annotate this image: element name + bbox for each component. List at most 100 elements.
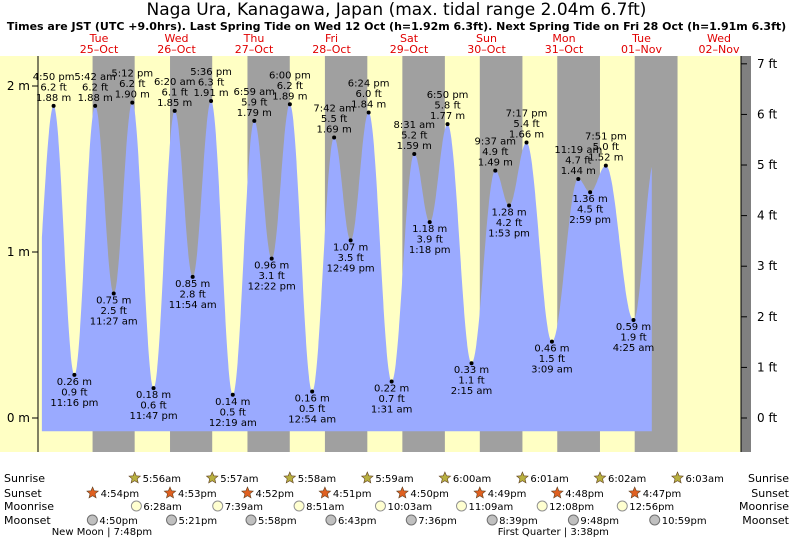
moonset-icon [405,514,417,526]
day-date: 27–Oct [235,43,274,56]
tide-label: 1.44 m [561,166,596,177]
tide-label: 0.85 m [175,279,210,290]
sunrise-icon [283,471,297,484]
sunrise-time: 5:57am [220,474,258,485]
sunset-icon [550,486,564,499]
tide-label: 0.59 m [616,322,651,333]
moonrise-time: 11:09am [469,502,514,513]
tide-label: 1.90 m [115,90,150,101]
tide-label: 6.1 ft [162,87,188,98]
tide-point [493,168,498,173]
moonrise-icon [212,500,224,512]
tide-label: 4:25 am [613,343,655,354]
tide-label: 6:50 pm [427,90,469,101]
page-title: Naga Ura, Kanagawa, Japan (max. tidal ra… [146,0,647,20]
sunset-time: 4:48pm [565,489,604,500]
moonset-time: 6:43pm [338,516,377,527]
tide-label: 4.2 ft [496,218,522,229]
sunrise-icon [593,471,607,484]
sunrise-icon [515,471,529,484]
moon-phase-label: New Moon | 7:48pm [52,527,152,538]
tide-point [209,98,214,103]
moonset-time: 10:59pm [662,516,707,527]
tide-label: 0.26 m [57,377,92,388]
tide-label: 5:42 am [74,72,116,83]
sunset-row-label-right: Sunset [751,487,789,500]
tide-point [332,135,337,140]
sunset-icon [241,486,254,499]
tide-label: 12:19 am [209,418,257,429]
tide-label: 5.5 ft [321,114,347,125]
tide-point [269,256,274,261]
tide-label: 6.3 ft [198,77,224,88]
sunset-time: 4:54pm [101,489,140,500]
tide-label: 1.69 m [317,124,352,135]
tide-label: 4.5 ft [577,205,603,216]
tide-label: 1.18 m [412,224,447,235]
tide-label: 6:24 pm [348,79,390,90]
day-date: 02–Nov [699,43,740,56]
tide-label: 9:37 am [475,137,517,148]
tide-point [230,392,235,397]
tide-label: 1.88 m [78,93,113,104]
moonset-time: 9:48pm [580,516,619,527]
tide-label: 2.8 ft [179,289,205,300]
day-date: 26–Oct [157,43,196,56]
day-band [677,56,741,452]
tide-label: 0.33 m [454,365,489,376]
moonrise-time: 12:56pm [629,502,674,513]
tide-label: 6:59 am [234,87,276,98]
tide-point [588,190,593,195]
tide-label: 0.18 m [136,390,171,401]
tide-label: 5.4 ft [513,119,539,130]
tide-label: 0.16 m [295,393,330,404]
moonset-icon [567,514,579,526]
tide-point [51,103,56,108]
tide-label: 5:36 pm [190,67,232,78]
tide-label: 12:49 pm [327,263,375,274]
moonrise-row-label-right: Moonrise [739,500,789,513]
right-margin [741,56,751,452]
tide-label: 11:16 pm [50,398,98,409]
tide-label: 4.9 ft [482,147,508,158]
tide-label: 6.2 ft [40,82,66,93]
y-tick-label-ft: 5 ft [757,158,777,172]
tide-label: 0.14 m [215,397,250,408]
tide-label: 6.2 ft [82,82,108,93]
moonset-icon [86,514,98,526]
tide-label: 1.88 m [36,93,71,104]
tide-label: 11:54 am [169,300,217,311]
tide-point [469,361,474,366]
sunrise-time: 6:02am [608,474,646,485]
sunrise-time: 5:59am [375,474,413,485]
day-date: 29–Oct [390,43,429,56]
tide-label: 1.66 m [509,129,544,140]
moonrise-row-label-left: Moonrise [4,500,54,513]
tide-label: 12:22 pm [248,282,296,293]
tide-label: 2:15 am [451,386,493,397]
tide-label: 0.5 ft [299,404,325,415]
tide-label: 1.52 m [588,153,623,164]
tide-label: 0.7 ft [378,394,404,405]
tide-point [151,386,156,391]
tide-point [93,103,98,108]
tide-label: 7:51 pm [585,132,627,143]
tide-label: 0.75 m [96,296,131,307]
tide-label: 6:00 pm [269,70,311,81]
tide-label: 1:53 pm [488,229,530,240]
moon-phase-label: First Quarter | 3:38pm [498,527,609,538]
tide-label: 0.46 m [534,344,569,355]
day-labels: Tue25–OctWed26–OctThu27–OctFri28–OctSat2… [80,32,740,56]
sunrise-icon [205,471,219,484]
sunset-time: 4:49pm [488,489,527,500]
tide-label: 3.5 ft [337,253,363,264]
y-tick-label-ft: 6 ft [757,107,777,121]
tide-label: 1:18 pm [409,245,451,256]
moonset-icon [166,514,178,526]
tide-label: 1.59 m [397,141,432,152]
moonset-time: 4:50pm [99,516,138,527]
tide-label: 4.7 ft [565,155,591,166]
tide-point [172,108,177,113]
tide-label: 1.85 m [157,98,192,109]
